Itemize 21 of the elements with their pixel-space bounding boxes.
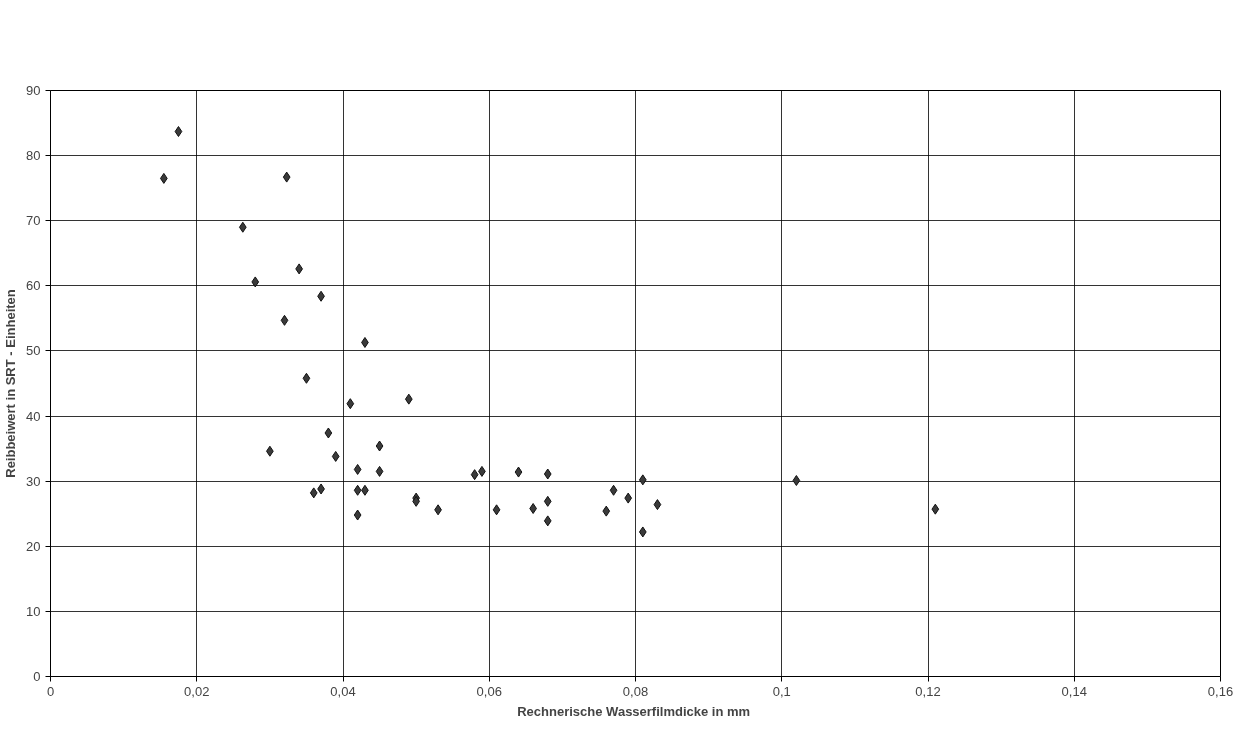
x-tick-label: 0,08	[622, 683, 649, 699]
y-tick-label: 70	[26, 213, 41, 229]
y-tick-label: 0	[33, 669, 41, 684]
y-tick-label: 30	[26, 473, 41, 489]
y-tick-label: 40	[26, 408, 41, 424]
y-tick-label: 10	[26, 603, 41, 619]
x-tick-label: 0,14	[1061, 683, 1087, 699]
x-tick-label: 0,06	[476, 683, 502, 699]
x-tick-label: 0,1	[772, 683, 791, 699]
y-tick-label: 20	[26, 538, 41, 554]
x-tick-label: 0,16	[1207, 683, 1234, 699]
x-tick-label: 0,02	[184, 683, 210, 699]
x-tick-label: 0,12	[915, 683, 941, 699]
x-tick-label: 0,04	[330, 683, 356, 699]
x-tick-label: 0	[46, 683, 55, 699]
y-tick-label: 60	[26, 278, 41, 294]
y-tick-label: 90	[26, 83, 41, 98]
y-tick-label: 80	[26, 148, 41, 164]
y-axis-title: Reibbeiwert in SRT - Einheiten	[3, 289, 19, 478]
x-axis-title: Rechnerische Wasserfilmdicke in mm	[517, 703, 751, 719]
y-tick-label: 50	[26, 343, 41, 359]
